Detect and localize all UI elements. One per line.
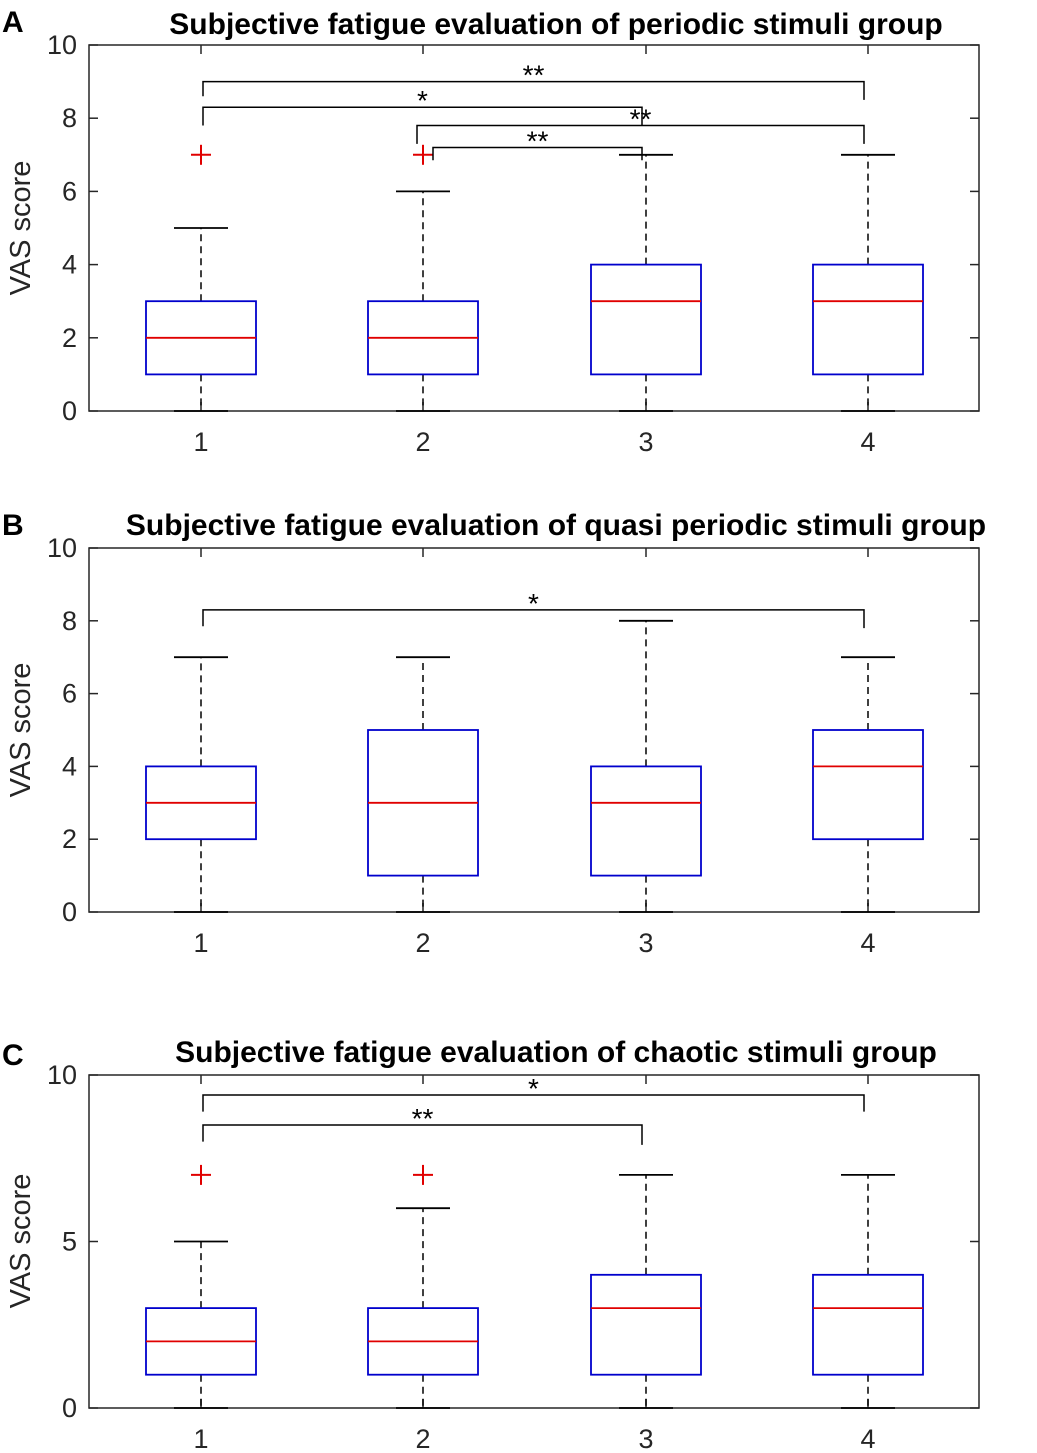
panel-C: C Subjective fatigue evaluation of chaoti…: [2, 1036, 980, 1453]
y-tick-label: 4: [62, 751, 77, 781]
panel-letter: C: [2, 1039, 24, 1072]
box-1: [145, 144, 257, 412]
significance-label: *: [528, 588, 539, 619]
significance-label: **: [523, 60, 545, 91]
significance-bracket: *: [202, 1073, 865, 1112]
x-tick-label: 3: [638, 427, 653, 457]
chart-title: Subjective fatigue evaluation of quasi p…: [126, 509, 986, 542]
box-4: [812, 153, 924, 412]
y-tick-label: 8: [62, 103, 77, 133]
axes-frame: [88, 44, 980, 412]
iqr-box: [812, 1273, 924, 1376]
box-3: [590, 619, 702, 913]
x-tick-label: 4: [860, 1424, 875, 1453]
chart-title: Subjective fatigue evaluation of chaotic…: [175, 1036, 937, 1069]
y-tick-label: 2: [62, 323, 77, 353]
significance-bracket: **: [202, 1103, 643, 1145]
significance-label: *: [417, 85, 428, 116]
significance-label: **: [527, 125, 549, 156]
box-2: [367, 656, 479, 913]
y-tick-label: 10: [47, 533, 77, 563]
x-tick-label: 3: [638, 1424, 653, 1453]
x-tick-label: 4: [860, 928, 875, 958]
box-4: [812, 656, 924, 913]
box-1: [145, 656, 257, 913]
y-tick-label: 0: [62, 396, 77, 426]
iqr-box: [590, 1273, 702, 1376]
significance-bracket: **: [202, 60, 865, 100]
iqr-box: [590, 263, 702, 376]
x-tick-label: 2: [415, 427, 430, 457]
x-tick-label: 1: [193, 427, 208, 457]
outlier-marker: [191, 1164, 211, 1185]
y-tick-label: 4: [62, 250, 77, 280]
panel-letter: A: [2, 6, 24, 39]
x-tick-label: 2: [415, 1424, 430, 1453]
box-3: [590, 1174, 702, 1409]
y-axis-label: VAS score: [5, 663, 37, 798]
y-axis-label: VAS score: [5, 1174, 37, 1309]
box-2: [367, 1164, 479, 1409]
y-tick-label: 6: [62, 679, 77, 709]
y-tick-label: 8: [62, 606, 77, 636]
box-2: [367, 144, 479, 412]
iqr-box: [590, 765, 702, 877]
significance-label: *: [528, 1073, 539, 1104]
x-tick-label: 4: [860, 427, 875, 457]
panel-letter: B: [2, 509, 24, 542]
y-tick-label: 5: [62, 1227, 77, 1257]
box-4: [812, 1174, 924, 1409]
outlier-marker: [191, 144, 211, 165]
axes-frame: [88, 547, 980, 913]
significance-bracket: **: [416, 104, 865, 144]
chart-title: Subjective fatigue evaluation of periodi…: [169, 8, 942, 41]
box-1: [145, 1164, 257, 1409]
x-tick-label: 2: [415, 928, 430, 958]
x-tick-label: 3: [638, 928, 653, 958]
y-tick-label: 10: [47, 30, 77, 60]
iqr-box: [812, 729, 924, 841]
y-tick-label: 0: [62, 1393, 77, 1423]
outlier-marker: [413, 144, 433, 165]
x-tick-label: 1: [193, 1424, 208, 1453]
outlier-marker: [413, 1164, 433, 1185]
panel-A: A Subjective fatigue evaluation of period…: [2, 6, 980, 457]
x-tick-label: 1: [193, 928, 208, 958]
y-tick-label: 2: [62, 824, 77, 854]
significance-label: **: [412, 1103, 434, 1134]
y-tick-label: 0: [62, 897, 77, 927]
y-tick-label: 10: [47, 1060, 77, 1090]
box-3: [590, 153, 702, 412]
significance-bracket: *: [202, 588, 865, 629]
significance-label: **: [630, 104, 652, 135]
y-axis-label: VAS score: [5, 161, 37, 296]
significance-bracket: *: [202, 85, 643, 126]
y-tick-label: 6: [62, 176, 77, 206]
iqr-box: [812, 263, 924, 376]
significance-bracket: **: [432, 125, 643, 161]
panel-B: B Subjective fatigue evaluation of quasi …: [2, 509, 986, 958]
